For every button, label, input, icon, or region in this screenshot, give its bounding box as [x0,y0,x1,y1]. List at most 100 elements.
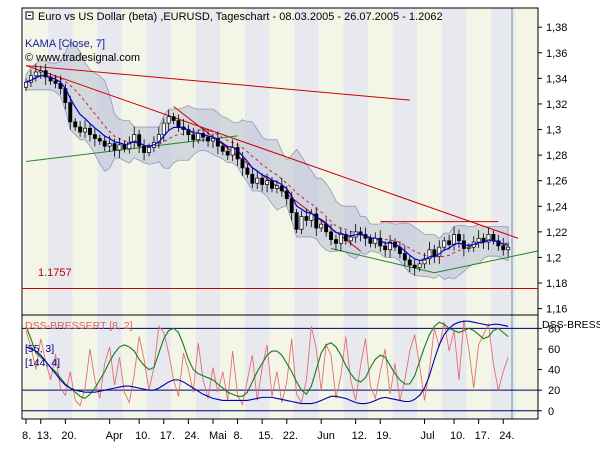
candle-body [58,83,63,89]
y-tick-label: 1,24 [546,201,567,213]
x-tick-label: Apr [106,430,123,442]
x-tick-label: 13. [37,430,52,442]
candle-body [142,145,147,153]
time-band [97,8,122,419]
candle-body [137,134,142,147]
kama-line [25,75,509,262]
candle-body [166,116,171,124]
y-tick-label: 1,18 [546,278,567,290]
dss-indicator: 80 60 40 20 0 [22,320,560,418]
candle-body [161,122,166,135]
candle-body [476,237,481,243]
x-tick-label: Jul [421,430,435,442]
title-block: Euro vs US Dollar (beta) ,EURUSD, Tagesc… [25,11,443,23]
candle-body [88,127,92,135]
candle-body [270,180,274,189]
candle-body [230,147,235,156]
candle-body [383,245,388,251]
candle-body [171,116,176,121]
candles [24,63,511,276]
candle-body [97,138,102,142]
candle-body [284,190,289,199]
candle-body [501,245,506,251]
candle-body [378,237,383,247]
candle-body [43,70,48,78]
candle-body [24,81,28,88]
candle-body [107,143,112,147]
indicator-tick-label: 60 [548,344,560,356]
candle-body [33,71,38,77]
x-tick-label: 10. [135,430,150,442]
time-band [441,8,467,419]
indicator-tick-label: 80 [548,323,560,335]
volatility-band [25,40,509,280]
time-band-alt [466,8,491,419]
x-tick-label: 17. [160,430,175,442]
candle-body [206,136,210,142]
time-band-alt [171,8,196,419]
candle-body [127,141,132,150]
candle-body [432,249,437,257]
candle-body [102,140,107,147]
y-tick-label: 1,38 [546,22,567,34]
candle-body [240,158,245,169]
candle-body [329,231,333,240]
y-tick-label: 1,16 [546,304,567,316]
candle-body [245,167,250,175]
y-tick-label: 1,22 [546,227,567,239]
indicator-series-line [25,321,509,400]
time-axis: 8. 13. 20. Apr 10. 17. 24. Mai 8. 15. 22. Jun 12. 19.… [22,419,515,442]
indicator-param-2: [144, 4] [25,357,60,369]
candle-body [506,246,511,251]
level-line-label: 1.1757 [38,267,72,279]
x-tick-label: 12. [352,430,367,442]
candle-body [265,180,270,185]
candle-body [235,147,240,160]
candle-body [466,246,471,249]
candle-body [407,259,412,266]
indicator-param-1: [55, 3] [25,343,54,355]
time-band-alt [121,8,147,419]
x-tick-label: 8. [22,430,31,442]
candle-body [343,234,348,242]
candle-body [225,150,230,156]
candle-body [215,138,220,147]
indicator-panel-frame [21,314,539,420]
candle-body [147,147,151,153]
candle-body [299,216,304,230]
indicator-label: DSS-BRESSERT [8, 2] [25,320,133,332]
indicator-tick-label: 0 [548,406,554,418]
indicator-tick-label: 20 [548,385,560,397]
x-tick-label: 24. [499,430,514,442]
candle-body [309,213,314,221]
candle-body [402,253,407,261]
time-band [490,8,516,419]
candle-body [279,185,284,192]
candle-body [427,249,432,260]
trend-line-support-3 [434,250,538,274]
candle-body [53,80,58,84]
candle-body [211,138,215,142]
time-band [195,8,221,419]
time-band [146,8,172,419]
candle-body [412,264,417,269]
candle-body [260,177,265,185]
candle-body [319,223,324,229]
time-band [392,8,418,419]
candle-body [334,239,338,244]
candle-body [112,143,117,151]
candle-body [442,240,447,248]
time-band-alt [515,8,538,419]
candle-body [191,134,196,141]
time-band-alt [367,8,393,419]
candle-body [447,240,452,245]
candle-body [78,126,83,133]
trend-line-support-2 [330,247,435,274]
candle-body [117,144,122,151]
candle-body [68,102,73,123]
candle-body [196,133,201,141]
candle-body [176,120,181,128]
candle-body [324,223,329,233]
